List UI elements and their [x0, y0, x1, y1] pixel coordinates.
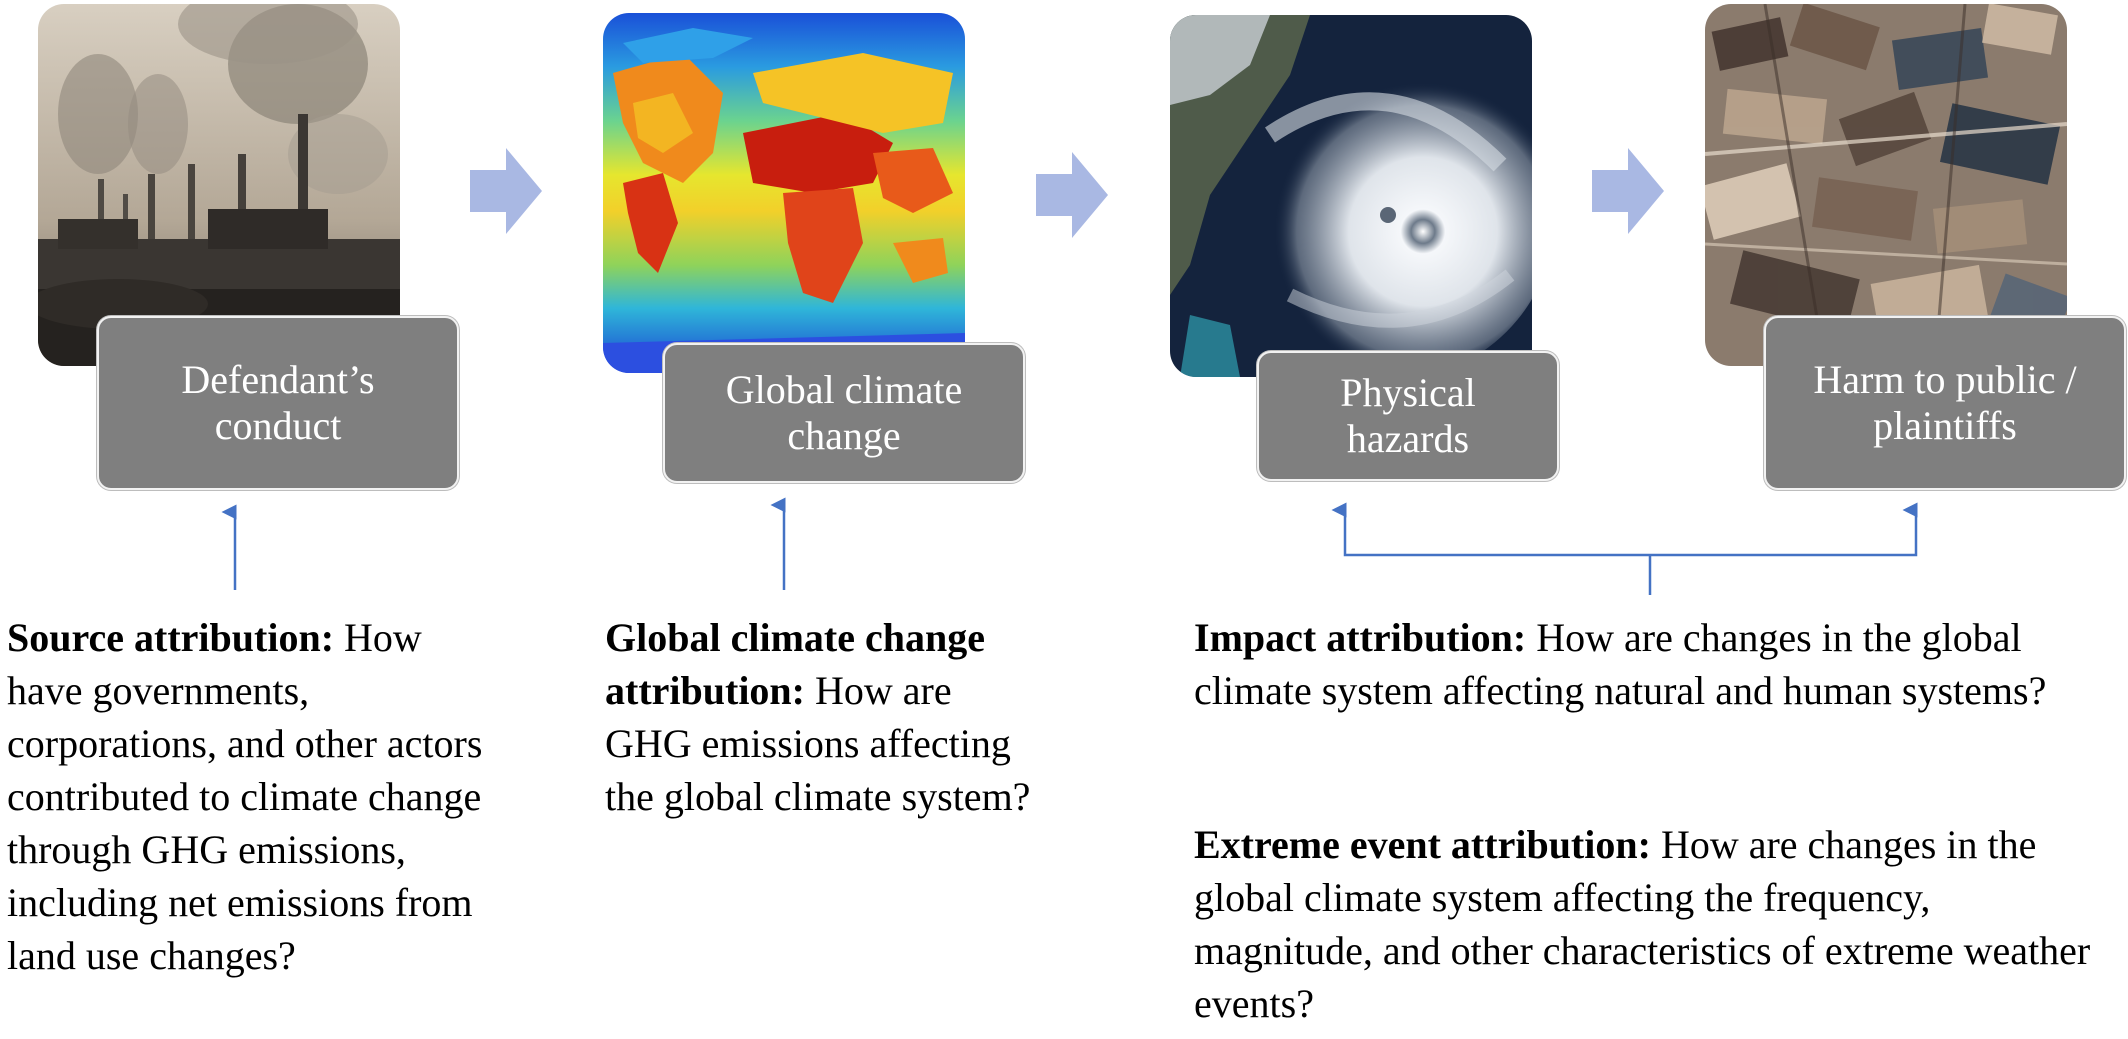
source-attribution-title: Source attribution:: [7, 615, 335, 660]
flow-arrow-3: [1592, 148, 1664, 234]
stage-label-global-climate-change: Global climate change: [663, 343, 1025, 483]
stage-label-harm-to-public: Harm to public / plaintiffs: [1764, 316, 2126, 490]
source-attribution-body: How have governments, corporations, and …: [7, 615, 483, 978]
impact-attribution-text: Impact attribution: How are changes in t…: [1194, 611, 2104, 717]
impact-attribution-body: How are changes in the global climate sy…: [1194, 615, 2047, 713]
flow-arrow-2: [1036, 152, 1108, 238]
factory-smokestacks-photo: [38, 4, 400, 366]
global-attribution-title: Global climate change attribution:: [605, 615, 985, 713]
stage-label-defendants-conduct: Defendant’s conduct: [97, 316, 459, 490]
stage-label-physical-hazards: Physical hazards: [1257, 351, 1559, 481]
global-attribution-text: Global climate change attribution: How a…: [605, 611, 1045, 823]
impact-attribution-title: Impact attribution:: [1194, 615, 1527, 660]
extreme-attribution-text: Extreme event attribution: How are chang…: [1194, 818, 2104, 1030]
extreme-attribution-body: How are changes in the global climate sy…: [1194, 822, 2091, 1026]
global-temperature-map: [603, 13, 965, 373]
hurricane-satellite-photo: [1170, 15, 1532, 377]
extreme-attribution-title: Extreme event attribution:: [1194, 822, 1651, 867]
global-attribution-body: How are GHG emissions affecting the glob…: [605, 668, 1031, 819]
connector-impact-bracket: [1331, 502, 1918, 557]
flow-arrow-1: [470, 148, 542, 234]
storm-damage-photo: [1705, 4, 2067, 366]
source-attribution-text: Source attribution: How have governments…: [7, 611, 507, 982]
